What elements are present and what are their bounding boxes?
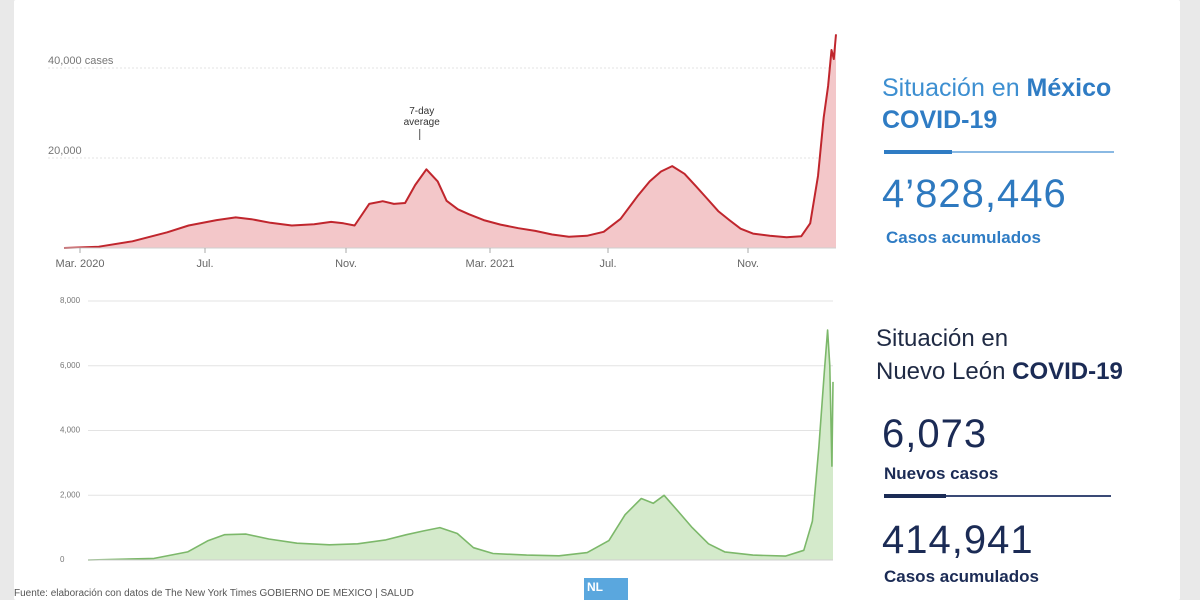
nuevo-leon-title-line1: Situación en bbox=[876, 325, 1009, 352]
nuevo-leon-y-tick-label-0: 0 bbox=[60, 555, 65, 564]
mexico-annotation-line1: 7-day bbox=[409, 106, 434, 117]
nuevo-leon-y-tick-label-1: 2,000 bbox=[60, 490, 81, 499]
mexico-x-tick-label-4: Jul. bbox=[599, 258, 616, 270]
mexico-title-covid: COVID-19 bbox=[882, 106, 998, 134]
nuevo-leon-cases-total: 414,941 bbox=[882, 518, 1034, 562]
mexico-y-tick-label-1: 40,000 cases bbox=[48, 55, 114, 67]
mexico-title-prefix: Situación en bbox=[882, 74, 1027, 102]
nuevo-leon-divider-accent bbox=[884, 494, 946, 498]
nuevo-leon-logo-text: NL bbox=[587, 580, 603, 594]
mexico-y-tick-label-0: 20,000 bbox=[48, 145, 82, 157]
mexico-divider-accent bbox=[884, 150, 952, 154]
nuevo-leon-title-state: Nuevo León bbox=[876, 358, 1013, 385]
nuevo-leon-new-cases-label: Nuevos casos bbox=[884, 464, 999, 483]
source-footer: Fuente: elaboración con datos de The New… bbox=[14, 588, 414, 599]
mexico-divider bbox=[884, 151, 1114, 153]
mexico-series-line bbox=[63, 34, 837, 249]
nuevo-leon-new-cases: 6,073 bbox=[882, 412, 988, 456]
mexico-cases-total: 4’828,446 bbox=[882, 172, 1067, 216]
mexico-title: Situación en México COVID-19 bbox=[882, 72, 1111, 136]
mexico-area-fill bbox=[64, 34, 836, 248]
nuevo-leon-area-fill bbox=[88, 330, 833, 560]
dashboard-card bbox=[14, 0, 1180, 600]
nuevo-leon-y-tick-label-2: 4,000 bbox=[60, 426, 81, 435]
nuevo-leon-y-tick-label-4: 8,000 bbox=[60, 296, 81, 305]
nuevo-leon-logo: NL bbox=[584, 578, 628, 600]
nuevo-leon-divider bbox=[884, 495, 1111, 497]
mexico-title-country: México bbox=[1026, 74, 1112, 102]
mexico-x-tick-label-2: Nov. bbox=[335, 258, 357, 270]
nuevo-leon-title: Situación en Nuevo León COVID-19 bbox=[876, 322, 1123, 388]
nuevo-leon-cases-label: Casos acumulados bbox=[884, 567, 1039, 586]
mexico-x-tick-label-3: Mar. 2021 bbox=[466, 258, 515, 270]
nuevo-leon-y-tick-label-3: 6,000 bbox=[60, 361, 81, 370]
mexico-cases-label: Casos acumulados bbox=[886, 228, 1041, 247]
mexico-annotation-line2: average bbox=[404, 117, 441, 128]
mexico-x-tick-label-0: Mar. 2020 bbox=[56, 258, 105, 270]
mexico-x-tick-label-1: Jul. bbox=[196, 258, 213, 270]
mexico-x-tick-label-5: Nov. bbox=[737, 258, 759, 270]
nuevo-leon-title-covid: COVID-19 bbox=[1012, 358, 1123, 385]
nuevo-leon-series-line bbox=[87, 329, 834, 561]
